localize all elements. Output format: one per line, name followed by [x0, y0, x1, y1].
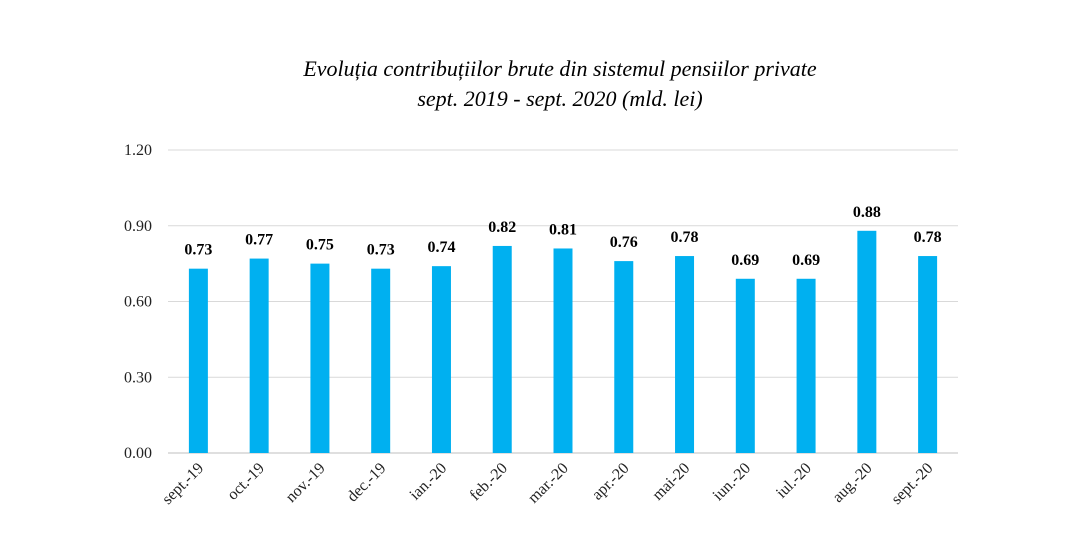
- y-tick-label: 0.30: [124, 369, 152, 386]
- x-tick-label: feb.-20: [467, 460, 511, 504]
- data-label: 0.82: [488, 219, 516, 236]
- bar: [188, 268, 208, 453]
- x-tick-label: dec.-19: [344, 460, 390, 506]
- chart-title: Evoluția contribuțiilor brute din sistem…: [303, 56, 817, 81]
- data-label: 0.88: [853, 204, 881, 221]
- bar: [553, 248, 573, 453]
- bar: [371, 268, 391, 453]
- chart-subtitle: sept. 2019 - sept. 2020 (mld. lei): [417, 86, 703, 111]
- bar: [675, 256, 695, 453]
- data-label: 0.76: [610, 234, 638, 251]
- bar: [431, 266, 451, 453]
- bar: [796, 278, 816, 453]
- x-tick-label: nov.-19: [283, 460, 329, 506]
- bar: [735, 278, 755, 453]
- data-label: 0.75: [306, 237, 334, 254]
- y-tick-label: 0.90: [124, 218, 152, 235]
- x-tick-label: iun.-20: [710, 460, 754, 504]
- x-tick-label: sept.-20: [888, 460, 936, 508]
- data-label: 0.74: [427, 239, 455, 256]
- x-tick-label: iul.-20: [773, 460, 815, 502]
- bar: [614, 261, 634, 453]
- y-tick-label: 0.00: [124, 445, 152, 462]
- data-label: 0.73: [367, 242, 395, 259]
- x-tick-label: sept.-19: [159, 460, 207, 508]
- bar: [249, 258, 269, 453]
- x-tick-label: ian.-20: [407, 460, 451, 504]
- x-tick-label: aug.-20: [829, 460, 875, 506]
- data-label: 0.73: [184, 242, 212, 259]
- x-tick-label: mar.-20: [525, 460, 572, 507]
- data-label: 0.69: [792, 252, 820, 269]
- data-label: 0.78: [914, 229, 942, 246]
- data-label: 0.77: [245, 232, 273, 249]
- bar: [310, 263, 330, 453]
- x-tick-label: mai-20: [649, 460, 693, 504]
- bar: [918, 256, 938, 453]
- data-label: 0.78: [671, 229, 699, 246]
- x-tick-label: apr.-20: [589, 460, 633, 504]
- data-label: 0.69: [731, 252, 759, 269]
- y-tick-label: 0.60: [124, 294, 152, 311]
- bar: [857, 230, 877, 453]
- y-tick-label: 1.20: [124, 142, 152, 159]
- x-tick-label: oct.-19: [224, 460, 268, 504]
- bar: [492, 245, 512, 453]
- data-label: 0.81: [549, 221, 577, 238]
